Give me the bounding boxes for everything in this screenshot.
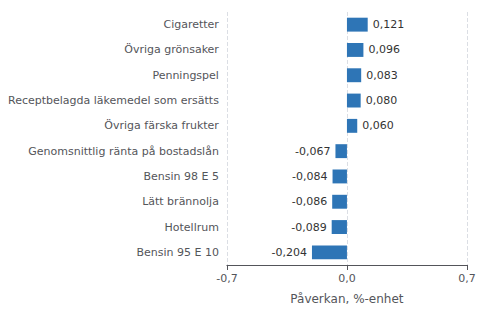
svg-text:0,7: 0,7 <box>458 272 476 285</box>
svg-text:-0,067: -0,067 <box>295 145 330 158</box>
svg-text:Cigaretter: Cigaretter <box>163 18 219 31</box>
svg-text:0,0: 0,0 <box>338 272 356 285</box>
svg-text:0,080: 0,080 <box>366 94 398 107</box>
svg-text:Bensin 98 E 5: Bensin 98 E 5 <box>143 170 218 183</box>
svg-text:Genomsnittlig ränta på bostads: Genomsnittlig ränta på bostadslån <box>28 145 219 158</box>
svg-text:0,096: 0,096 <box>368 43 400 56</box>
svg-text:-0,089: -0,089 <box>291 221 326 234</box>
svg-text:-0,204: -0,204 <box>271 246 306 259</box>
svg-text:0,083: 0,083 <box>366 69 398 82</box>
svg-text:0,121: 0,121 <box>373 18 405 31</box>
svg-text:Övriga grönsaker: Övriga grönsaker <box>124 43 219 56</box>
svg-text:-0,086: -0,086 <box>292 195 327 208</box>
svg-text:Receptbelagda läkemedel som er: Receptbelagda läkemedel som ersätts <box>8 94 219 107</box>
svg-text:-0,084: -0,084 <box>292 170 327 183</box>
svg-text:Bensin 95 E 10: Bensin 95 E 10 <box>136 246 218 259</box>
svg-text:Påverkan, %-enhet: Påverkan, %-enhet <box>290 292 404 306</box>
svg-text:-0,7: -0,7 <box>216 272 237 285</box>
svg-text:Hotellrum: Hotellrum <box>164 221 218 234</box>
svg-text:0,060: 0,060 <box>362 119 394 132</box>
svg-text:Penningspel: Penningspel <box>152 69 219 82</box>
svg-text:Övriga färska frukter: Övriga färska frukter <box>104 119 219 132</box>
svg-text:Lätt brännolja: Lätt brännolja <box>142 195 219 208</box>
